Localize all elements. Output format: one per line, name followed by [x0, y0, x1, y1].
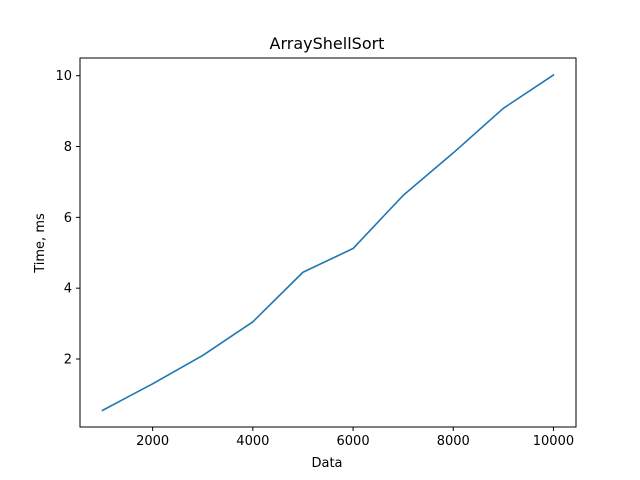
data-point [452, 152, 454, 154]
data-point [202, 355, 204, 357]
plot-area: 2000 4000 6000 8000 10000 2 4 6 8 10 [55, 57, 577, 449]
y-tick-label: 4 [64, 282, 72, 297]
data-point [152, 383, 154, 385]
chart-title: ArrayShellSort [270, 34, 385, 53]
data-point [402, 195, 404, 197]
data-point [553, 74, 555, 76]
y-tick-label: 2 [64, 353, 72, 368]
data-point [102, 410, 104, 412]
x-tick-label: 2000 [136, 434, 169, 449]
x-tick-label: 10000 [533, 434, 574, 449]
y-tick-label: 6 [64, 211, 72, 226]
data-point [352, 248, 354, 250]
data-point [252, 321, 254, 323]
x-tick-label: 6000 [337, 434, 370, 449]
x-tick-label: 4000 [236, 434, 269, 449]
y-tick-label: 10 [55, 69, 72, 84]
data-point [503, 107, 505, 109]
series-line-0 [101, 73, 555, 412]
y-tick-label: 8 [64, 140, 72, 155]
y-axis-title: Time, ms [33, 213, 48, 274]
plot-frame [79, 57, 577, 428]
x-tick-label: 8000 [437, 434, 470, 449]
x-axis-title: Data [311, 456, 342, 471]
data-point [302, 271, 304, 273]
